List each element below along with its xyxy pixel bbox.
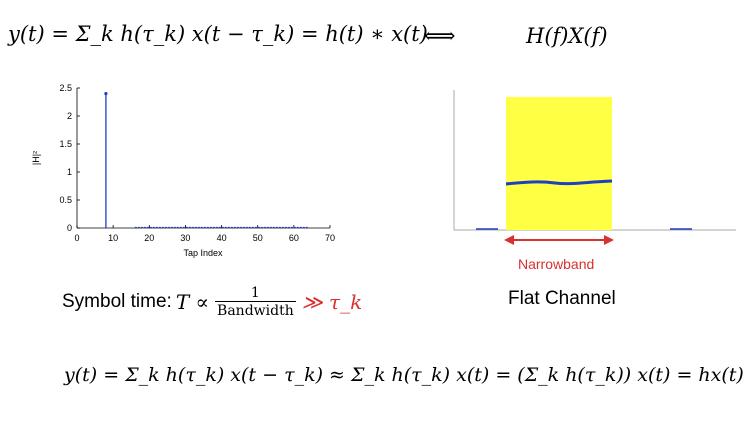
x-tick-label: 30 (180, 233, 190, 243)
y-tick-label: 1 (67, 167, 72, 177)
x-tick-label: 40 (217, 233, 227, 243)
x-tick-label: 70 (325, 233, 335, 243)
symbol-time-prefix: Symbol time: (62, 291, 172, 312)
symbol-T-proportional: T ∝ (175, 290, 210, 314)
fraction-denominator: Bandwidth (215, 301, 296, 319)
flat-channel-spectrum (453, 90, 736, 245)
y-tick-label: 0.5 (59, 195, 72, 205)
flat-channel-caption: Flat Channel (508, 288, 616, 309)
x-tick-label: 20 (144, 233, 154, 243)
arrow-left-head (504, 235, 514, 245)
y-tick-label: 0 (67, 223, 72, 233)
stem-marker (104, 92, 108, 96)
symbol-time-expression: Symbol time: T ∝ 1 Bandwidth ≫ τ_k (62, 280, 362, 324)
y-tick-label: 2 (67, 111, 72, 121)
y-axis-label: |H|² (31, 151, 41, 165)
convolution-equation: y(t) = Σ_k h(τ_k) x(t − τ_k) = h(t) ∗ x(… (8, 22, 428, 46)
y-tick-label: 1.5 (59, 139, 72, 149)
tap-stem-plot: 0 10 20 30 40 50 60 70 0 0.5 1 1.5 2 2.5 Tap Index |H… (31, 83, 335, 258)
x-axis-label: Tap Index (183, 248, 223, 258)
x-tick-label: 60 (289, 233, 299, 243)
narrowband-label: Narrowband (518, 256, 595, 272)
arrow-right-head (604, 235, 614, 245)
x-tick-label: 0 (74, 233, 79, 243)
frequency-product: H(f)X(f) (526, 24, 608, 48)
x-tick-label: 10 (108, 233, 118, 243)
equivalence-symbol: ⟺ (424, 24, 456, 49)
fraction-numerator: 1 (250, 285, 260, 301)
flat-response-curve (505, 179, 613, 186)
flat-fading-equation: y(t) = Σ_k h(τ_k) x(t − τ_k) ≈ Σ_k h(τ_k… (64, 364, 744, 386)
much-greater-tau: ≫ τ_k (301, 290, 363, 314)
narrowband-region (506, 97, 612, 230)
x-tick-label: 50 (253, 233, 263, 243)
y-tick-label: 2.5 (59, 83, 72, 93)
bandwidth-fraction: 1 Bandwidth (215, 285, 296, 319)
